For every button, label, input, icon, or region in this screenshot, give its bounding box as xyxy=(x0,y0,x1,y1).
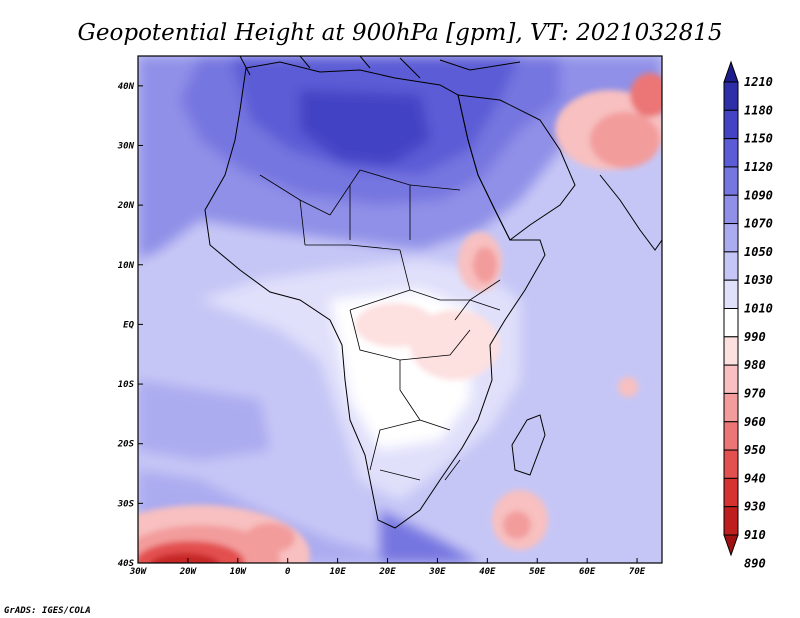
x-tick-label: 40E xyxy=(479,567,496,577)
x-tick-label: 60E xyxy=(579,567,596,577)
coastlines xyxy=(204,56,662,529)
colorbar-swatch xyxy=(723,109,739,140)
y-tick-label: 30S xyxy=(117,499,135,509)
y-tick-label: 20N xyxy=(117,201,135,211)
colorbar-label: 1090 xyxy=(744,188,773,202)
x-tick-label: 20W xyxy=(179,567,198,577)
colorbar-swatch xyxy=(723,336,739,366)
colorbar-swatch xyxy=(723,308,739,338)
x-tick-label: 0 xyxy=(285,567,291,577)
grads-credit: GrADS: IGES/COLA xyxy=(4,606,91,616)
colorbar-label: 1030 xyxy=(744,273,773,287)
colorbar-swatch xyxy=(723,506,739,536)
colorbar-label: 970 xyxy=(744,386,766,400)
colorbar-swatch xyxy=(723,477,739,508)
colorbar-label: 930 xyxy=(744,500,766,514)
india-coastline xyxy=(599,174,662,251)
colorbar-swatch xyxy=(723,81,739,111)
colorbar-label: 980 xyxy=(744,358,766,372)
map-frame xyxy=(137,55,663,564)
colorbar-label: 1180 xyxy=(744,103,773,117)
colorbar-label: 990 xyxy=(744,330,766,344)
x-tick-label: 50E xyxy=(529,567,546,577)
y-tick-label: 30N xyxy=(117,141,135,151)
y-tick-label: EQ xyxy=(123,320,134,330)
colorbar-top-arrow xyxy=(723,60,739,83)
colorbar-label: 960 xyxy=(744,415,766,429)
y-tick-label: 10N xyxy=(118,261,135,271)
country-borders xyxy=(259,169,501,481)
colorbar-swatch xyxy=(723,194,739,225)
colorbar-swatch xyxy=(723,138,739,168)
colorbar-label: 910 xyxy=(744,528,766,542)
colorbar-label: 1150 xyxy=(744,132,773,146)
y-tick-label: 20S xyxy=(117,440,135,450)
height-field-red xyxy=(138,73,662,563)
colorbar-swatch xyxy=(723,421,739,451)
colorbar-label: 1210 xyxy=(744,75,773,89)
colorbar-swatch xyxy=(723,364,739,394)
colorbar: 1210 1180 1150 1120 1090 1070 1050 1030 1010 990 9… xyxy=(723,60,773,570)
y-axis: 40N 30N 20N 10N EQ 10S 20S 30S 40S xyxy=(117,82,143,569)
colorbar-swatch xyxy=(723,449,739,479)
colorbar-swatch xyxy=(723,279,739,309)
madagascar-coastline xyxy=(511,414,546,476)
colorbar-label: 1050 xyxy=(744,245,773,259)
x-tick-label: 30E xyxy=(428,567,446,577)
colorbar-label: 1070 xyxy=(744,217,773,231)
colorbar-swatch xyxy=(723,251,739,281)
y-tick-label: 40N xyxy=(118,82,135,92)
x-axis: 30W 20W 10W 0 10E 20E 30E 40E 50E 60E 70E xyxy=(129,558,646,577)
colorbar-label: 890 xyxy=(744,556,766,570)
colorbar-swatch xyxy=(723,223,739,253)
colorbar-swatch xyxy=(723,392,739,423)
colorbar-bottom-arrow xyxy=(723,534,739,557)
x-tick-label: 70E xyxy=(629,567,646,577)
arabia-coastline xyxy=(457,94,576,241)
x-tick-label: 20E xyxy=(378,567,396,577)
map-panel xyxy=(138,56,662,563)
colorbar-label: 940 xyxy=(744,471,766,485)
y-tick-label: 40S xyxy=(118,559,135,569)
europe-coastline xyxy=(239,56,521,79)
colorbar-label: 1010 xyxy=(744,302,773,316)
y-tick-label: 10S xyxy=(118,380,135,390)
colorbar-swatch xyxy=(723,166,739,196)
colorbar-label: 1120 xyxy=(744,160,773,174)
x-tick-label: 30W xyxy=(129,567,148,577)
x-tick-label: 10W xyxy=(230,567,248,577)
plot-title: Geopotential Height at 900hPa [gpm], VT:… xyxy=(78,20,723,46)
x-tick-label: 10E xyxy=(329,567,346,577)
colorbar-label: 950 xyxy=(744,443,766,457)
